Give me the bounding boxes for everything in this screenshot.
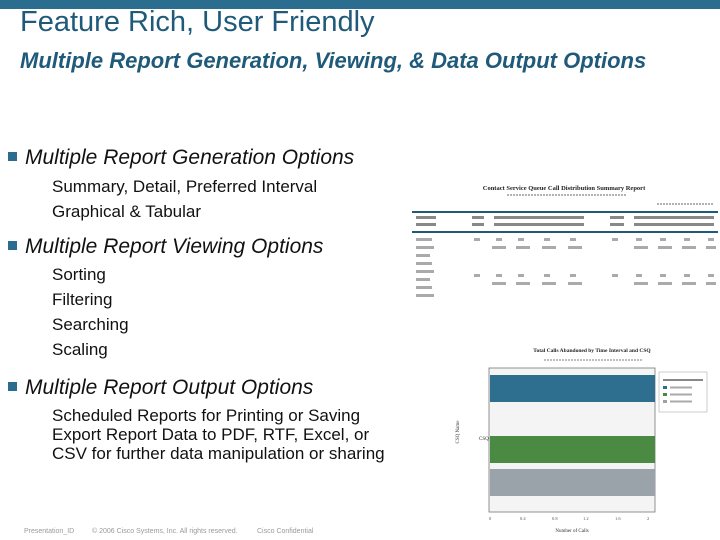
section-output-heading: Multiple Report Output Options	[8, 376, 313, 400]
chart-bar-series-3	[490, 469, 655, 496]
list-item: Searching	[52, 315, 129, 334]
chart-image: Total Calls Abandoned by Time Interval a…	[456, 348, 708, 534]
section-viewing-heading: Multiple Report Viewing Options	[8, 235, 323, 259]
section-generation-heading: Multiple Report Generation Options	[8, 146, 354, 170]
list-item: CSV for further data manipulation or sha…	[52, 444, 385, 463]
chart-bar-series-2	[490, 436, 655, 463]
svg-text:2: 2	[647, 516, 649, 521]
chart-bar-series-1	[490, 375, 655, 402]
list-item: Sorting	[52, 265, 106, 284]
report-title: Contact Service Queue Call Distribution …	[483, 185, 646, 192]
footer-presentation-id: Presentation_ID	[24, 528, 75, 535]
square-bullet-icon	[8, 152, 17, 162]
footer-confidential: Cisco Confidential	[257, 528, 314, 535]
list-item: Filtering	[52, 290, 113, 309]
square-bullet-icon	[8, 241, 17, 251]
chart-y-axis-label: CSQ Name	[456, 420, 461, 444]
svg-text:0.8: 0.8	[552, 516, 558, 521]
section-heading-text: Multiple Report Generation Options	[25, 146, 355, 169]
section-viewing-items: Sorting Filtering Searching Scaling	[52, 262, 129, 362]
list-item: Scheduled Reports for Printing or Saving	[52, 406, 361, 425]
svg-text:0.4: 0.4	[520, 516, 526, 521]
list-item: Export Report Data to PDF, RTF, Excel, o…	[52, 425, 370, 444]
section-generation-items: Summary, Detail, Preferred Interval Grap…	[52, 174, 317, 224]
report-table-image: Contact Service Queue Call Distribution …	[412, 185, 718, 297]
section-heading-text: Multiple Report Output Options	[25, 376, 314, 399]
section-heading-text: Multiple Report Viewing Options	[25, 235, 324, 258]
chart-legend	[658, 371, 708, 413]
svg-text:1.2: 1.2	[583, 516, 589, 521]
square-bullet-icon	[8, 382, 17, 392]
slide-title: Feature Rich, User Friendly	[20, 6, 375, 38]
list-item: Summary, Detail, Preferred Interval	[52, 177, 318, 196]
chart-category-label: CSQ	[479, 437, 489, 442]
report-thumbnail: Contact Service Queue Call Distribution …	[412, 176, 718, 306]
svg-text:0: 0	[489, 516, 492, 521]
top-accent-bar	[0, 0, 720, 9]
chart-x-axis-label: Number of Calls	[555, 529, 588, 534]
chart-thumbnail: Total Calls Abandoned by Time Interval a…	[452, 342, 714, 538]
list-item: Graphical & Tabular	[52, 202, 201, 221]
footer-copyright: © 2006 Cisco Systems, Inc. All rights re…	[92, 528, 238, 535]
report-rows	[416, 238, 716, 297]
chart-x-ticks: 0 0.4 0.8 1.2 1.6 2	[489, 516, 649, 521]
slide-subtitle: Multiple Report Generation, Viewing, & D…	[20, 48, 647, 73]
section-output-items: Scheduled Reports for Printing or Saving…	[52, 406, 385, 463]
chart-title: Total Calls Abandoned by Time Interval a…	[533, 348, 651, 354]
svg-text:1.6: 1.6	[615, 516, 621, 521]
report-header-cells	[416, 216, 714, 226]
list-item: Scaling	[52, 340, 108, 359]
